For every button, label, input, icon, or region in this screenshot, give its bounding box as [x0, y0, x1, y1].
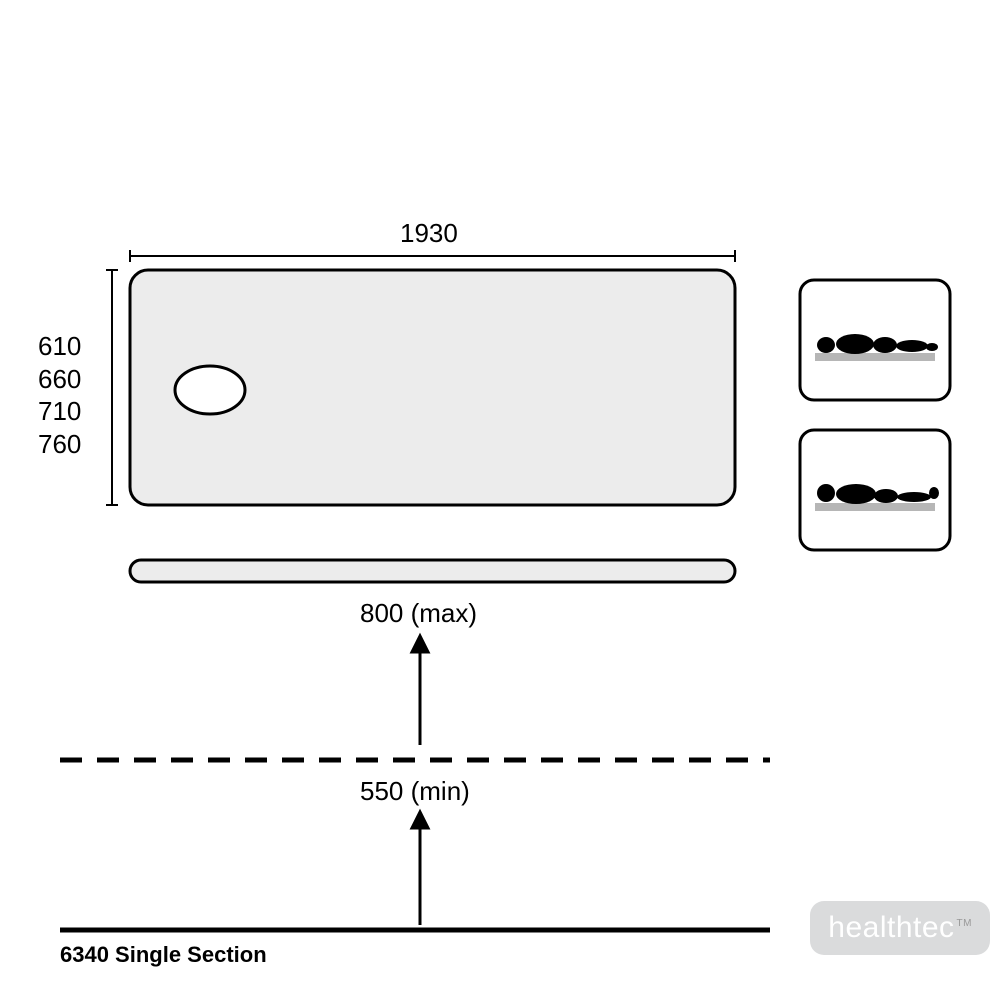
- width-bracket: [106, 270, 118, 505]
- position-icon-supine: [800, 430, 950, 550]
- svg-layer: [0, 0, 1000, 1000]
- max-height-arrow: [412, 636, 428, 745]
- face-hole: [175, 366, 245, 414]
- position-icon-prone: [800, 280, 950, 400]
- length-bracket: [130, 250, 735, 262]
- diagram-canvas: 1930 610 660 710 760 800 (max) 550 (min)…: [0, 0, 1000, 1000]
- table-side-view: [130, 560, 735, 582]
- min-height-arrow: [412, 812, 428, 925]
